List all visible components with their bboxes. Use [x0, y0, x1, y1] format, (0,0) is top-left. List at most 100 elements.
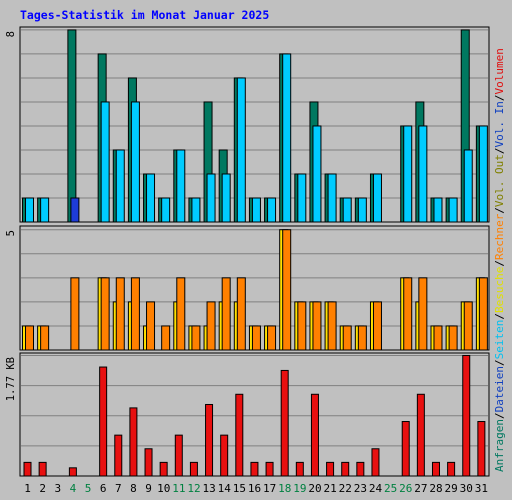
bar-rechner-day-28: [433, 325, 443, 351]
bar-rechner-day-15: [236, 277, 246, 351]
panel-bottom-bars: [23, 354, 486, 477]
x-label-day-7: 7: [115, 482, 122, 495]
legend-item-6: Besuche: [493, 267, 506, 313]
x-label-day-5: 5: [85, 482, 92, 495]
bar-rechner-day-19: [297, 301, 307, 351]
panel-bottom: 1.77 KB: [5, 352, 490, 477]
bar-dateien-day-30: [463, 149, 473, 223]
x-label-day-11: 11: [172, 482, 185, 495]
panel-bottom-ytick: 1.77 KB: [5, 357, 17, 401]
bar-volumen-day-15: [235, 393, 244, 477]
bar-volumen-day-29: [447, 461, 456, 477]
bar-rechner-day-2: [40, 325, 50, 351]
bar-volumen-day-24: [371, 448, 380, 477]
bar-dateien-day-18: [282, 53, 292, 223]
bar-rechner-day-10: [161, 325, 171, 351]
bar-dateien-day-6: [100, 101, 110, 223]
bar-rechner-day-7: [115, 277, 125, 351]
bar-volumen-day-4: [68, 467, 77, 477]
bar-volumen-day-13: [205, 403, 214, 477]
bar-volumen-day-9: [144, 448, 153, 477]
bar-dateien-day-17: [267, 197, 277, 223]
bar-dateien-day-16: [251, 197, 261, 223]
x-label-day-23: 23: [354, 482, 367, 495]
x-label-day-8: 8: [130, 482, 137, 495]
x-label-day-2: 2: [39, 482, 46, 495]
x-label-day-17: 17: [263, 482, 276, 495]
bar-dateien-day-27: [418, 125, 428, 223]
bar-volumen-day-18: [280, 369, 289, 477]
chart-panels: 8 5 1.77 KB: [5, 26, 490, 477]
x-label-day-6: 6: [100, 482, 107, 495]
bar-dateien-day-26: [403, 125, 413, 223]
bar-volumen-day-20: [310, 393, 319, 477]
x-label-day-3: 3: [55, 482, 62, 495]
bar-rechner-day-4: [70, 277, 80, 351]
bar-volumen-day-28: [431, 461, 440, 477]
legend-item-4: Seiten: [493, 320, 506, 360]
bar-volumen-day-21: [326, 461, 335, 477]
legend-item-10: Vol. Out: [493, 154, 506, 207]
x-label-day-25: 25: [384, 482, 397, 495]
bar-dateien-day-2: [40, 197, 50, 223]
x-label-day-29: 29: [445, 482, 458, 495]
x-label-day-26: 26: [399, 482, 412, 495]
bar-rechner-day-11: [176, 277, 186, 351]
bar-rechner-day-1: [25, 325, 34, 351]
x-label-day-4: 4: [70, 482, 77, 495]
panel-middle: 5: [5, 225, 490, 351]
bar-volumen-day-10: [159, 461, 168, 477]
bar-volumen-day-2: [38, 461, 47, 477]
bar-volumen-day-31: [477, 421, 486, 477]
bar-dateien-day-12: [191, 197, 201, 223]
panel-middle-bars: [22, 229, 488, 351]
bar-dateien-day-11: [176, 149, 186, 223]
bar-dateien-day-21: [327, 173, 337, 223]
legend-item-8: Rechner: [493, 213, 506, 260]
bar-dateien-day-19: [297, 173, 307, 223]
bar-rechner-day-27: [418, 277, 428, 351]
x-label-day-31: 31: [475, 482, 488, 495]
legend-item-14: Volumen: [493, 48, 506, 94]
panel-top: 8: [5, 26, 490, 223]
legend-item-2: Dateien: [493, 366, 506, 412]
bar-rechner-day-22: [342, 325, 352, 351]
bar-rechner-day-8: [130, 277, 140, 351]
x-label-day-9: 9: [145, 482, 152, 495]
x-label-day-15: 15: [233, 482, 246, 495]
bar-volumen-day-12: [189, 461, 198, 477]
bar-rechner-day-24: [372, 301, 382, 351]
legend-item-7: /: [493, 260, 506, 267]
bar-volumen-day-30: [462, 354, 471, 477]
bar-dateien-day-10: [161, 197, 171, 223]
bar-dateien-day-31: [478, 125, 488, 223]
bar-volumen-day-6: [99, 366, 108, 477]
bar-rechner-day-9: [146, 301, 156, 351]
x-label-day-27: 27: [414, 482, 427, 495]
panel-bottom-frame: [19, 352, 490, 477]
bar-volumen-day-11: [174, 434, 183, 477]
bar-dateien-day-20: [312, 125, 322, 223]
x-label-day-18: 18: [278, 482, 291, 495]
bar-dateien-day-1: [25, 197, 34, 223]
bar-volumen-day-8: [129, 407, 138, 477]
x-label-day-19: 19: [293, 482, 306, 495]
bar-volumen-day-23: [356, 461, 365, 477]
bar-dateien-day-4: [70, 197, 80, 223]
chart-title: Tages-Statistik im Monat Januar 2025: [20, 8, 269, 22]
bar-dateien-day-28: [433, 197, 443, 223]
legend: Anfragen/Dateien/Seiten/Besuche/Rechner/…: [493, 48, 506, 472]
bar-rechner-day-18: [282, 229, 292, 351]
bar-volumen-day-14: [220, 434, 229, 477]
x-label-day-20: 20: [308, 482, 321, 495]
bar-dateien-day-7: [115, 149, 125, 223]
bar-volumen-day-7: [114, 434, 123, 477]
x-label-day-30: 30: [460, 482, 473, 495]
bar-rechner-day-31: [478, 277, 488, 351]
legend-item-5: /: [493, 313, 506, 320]
bar-rechner-day-16: [251, 325, 261, 351]
bar-rechner-day-6: [100, 277, 110, 351]
bar-volumen-day-19: [295, 461, 304, 477]
legend-item-9: /: [493, 207, 506, 214]
